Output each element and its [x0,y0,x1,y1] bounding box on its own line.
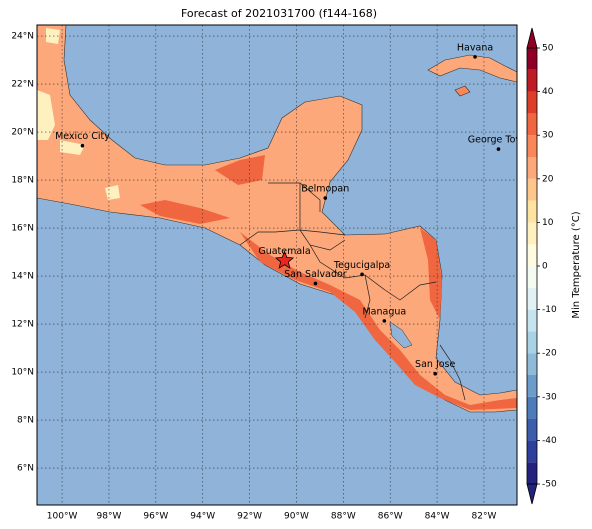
colorbar-bin [527,113,537,136]
jamaica [454,85,471,97]
colorbar-label: Min Temperature (°C) [571,211,582,318]
colorbar-tick-label: -10 [542,305,557,315]
city-marker [323,196,328,200]
colorbar-tick-label: 40 [542,87,554,97]
colorbar-tick-label: 10 [542,218,554,228]
colorbar-bin [527,396,537,419]
colorbar-bin [527,418,537,441]
colorbar-bin [527,266,537,288]
city-marker [274,250,295,269]
city-label: Tegucigalpa [333,260,390,271]
colorbar-tick-label: 20 [542,174,554,184]
colorbar-bin [527,440,537,463]
x-tick-label: 96°W [143,512,168,522]
city-marker [382,319,387,323]
city-label: San Jose [415,359,455,370]
x-tick-label: 92°W [237,512,262,522]
y-tick-label: 10°N [11,368,34,378]
y-tick-label: 22°N [11,80,34,90]
x-tick-label: 94°W [190,512,215,522]
colorbar-bin [527,157,537,179]
city-marker [360,272,364,277]
y-tick-label: 14°N [11,272,34,282]
map-area: Mexico City Havana George Town Belmopan Guat… [37,25,529,505]
colorbar-bin [527,462,537,484]
colorbar-bin [527,309,537,332]
x-tick-label: 82°W [472,512,497,522]
colorbar-bin [527,331,537,354]
city-label: George Town [468,135,529,146]
map-title: Forecast of 2021031700 (f144-168) [181,7,377,20]
y-tick-label: 18°N [11,176,34,186]
colorbar-bin [527,91,537,114]
x-tick-label: 90°W [284,512,309,522]
colorbar-bin [527,135,537,157]
x-tick-label: 86°W [378,512,403,522]
city-marker [313,281,318,286]
colorbar-bin [527,244,537,266]
city-label: Havana [457,42,493,53]
city-marker [496,147,501,151]
y-tick-label: 8°N [17,416,34,426]
city-label: Guatemala [258,246,310,257]
city-marker [80,143,85,148]
axes-frame [36,24,518,506]
y-tick-label: 24°N [11,32,34,42]
colorbar-bin [527,178,537,201]
city-label: San Salvador [284,269,347,280]
city-marker [473,55,477,59]
cuba [427,54,517,83]
colorbar-extend [526,483,538,505]
colorbar-tick-label: -50 [542,480,557,490]
city-label: Mexico City [55,131,110,142]
colorbar-tick-label: 0 [542,262,548,272]
colorbar-bin [527,222,537,245]
y-tick-label: 6°N [17,464,34,474]
lake-nicaragua [389,321,413,349]
colorbar-extend [526,27,538,49]
colorbar-tick-label: 50 [542,44,554,54]
x-tick-label: 84°W [425,512,450,522]
colorbar-bin [527,375,537,397]
colorbar-tick-label: 30 [542,131,554,141]
borders [239,182,466,401]
colorbar-bin [527,48,537,70]
y-tick-label: 16°N [11,224,34,234]
colorbar-bin [527,69,537,92]
warm-zone [140,155,517,410]
colorbar-tick-label: -30 [542,392,557,402]
x-tick-label: 88°W [331,512,356,522]
y-tick-label: 20°N [11,128,34,138]
x-tick-label: 98°W [97,512,122,522]
colorbar-bin [527,287,537,310]
city-label: Belmopan [301,184,349,195]
y-tick-label: 12°N [11,320,34,330]
colorbar-bin [527,353,537,375]
colorbar-tick-label: -40 [542,436,557,446]
city-marker [433,371,438,376]
x-tick-label: 100°W [47,512,78,522]
colorbar-tick-label: -20 [542,349,557,359]
city-label: Managua [362,306,406,317]
colorbar-bin [527,200,537,223]
